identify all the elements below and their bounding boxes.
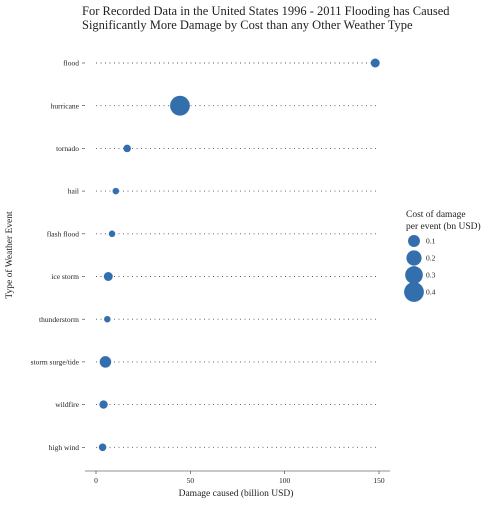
x-axis: 0 50 100 150 [85, 470, 390, 485]
data-point-hurricane [170, 95, 190, 116]
data-point-ice-storm [103, 272, 113, 281]
data-point-high-wind [98, 443, 107, 452]
legend: Cost of damage per event (bn USD) 0.1 0.2… [404, 209, 481, 302]
x-tick-label-50: 50 [187, 476, 195, 485]
data-points [98, 58, 380, 452]
data-point-wildfire [99, 400, 108, 409]
legend-title-line-2: per event (bn USD) [406, 221, 481, 232]
chart-title-line-1: For Recorded Data in the United States 1… [82, 4, 450, 18]
legend-key-2 [406, 250, 422, 266]
y-tick-label-tornado: tornado [56, 144, 79, 153]
legend-key-3 [405, 266, 423, 284]
data-point-flash-flood [108, 230, 116, 238]
legend-key-1 [408, 235, 420, 247]
legend-title-line-1: Cost of damage [406, 209, 466, 220]
x-tick-label-0: 0 [94, 476, 98, 485]
data-point-storm-surge-tide [99, 356, 112, 368]
y-axis-title: Type of Weather Event [4, 211, 15, 299]
y-tick-label-wildfire: wildfire [55, 400, 79, 409]
chart-title: For Recorded Data in the United States 1… [82, 4, 450, 32]
y-tick-label-thunderstorm: thunderstorm [39, 315, 79, 324]
y-axis: flood hurricane tornado hail flash flood ice … [31, 59, 85, 452]
x-tick-label-100: 100 [279, 476, 291, 485]
y-tick-label-hurricane: hurricane [51, 101, 80, 110]
data-point-flood [370, 58, 380, 68]
data-point-hail [112, 187, 120, 195]
y-tick-label-storm-surge-tide: storm surge/tide [31, 358, 80, 367]
x-axis-title: Damage caused (billion USD) [179, 488, 294, 499]
data-point-thunderstorm [104, 315, 111, 323]
y-tick-label-flood: flood [63, 59, 79, 68]
guide-lines [96, 62, 379, 448]
x-tick-label-150: 150 [373, 476, 385, 485]
legend-key-4 [404, 282, 424, 302]
y-tick-label-hail: hail [68, 187, 79, 196]
chart-title-line-2: Significantly More Damage by Cost than a… [82, 18, 413, 32]
data-point-tornado [123, 144, 131, 153]
legend-label-4: 0.4 [426, 288, 436, 297]
legend-label-2: 0.2 [426, 254, 436, 263]
legend-label-1: 0.1 [426, 237, 436, 246]
y-tick-label-flash-flood: flash flood [47, 229, 80, 238]
y-tick-label-high-wind: high wind [49, 443, 79, 452]
y-tick-label-ice-storm: ice storm [51, 272, 79, 281]
legend-label-3: 0.3 [426, 271, 436, 280]
